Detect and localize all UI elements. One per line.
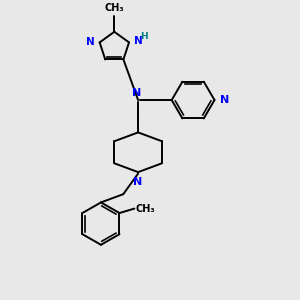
Text: CH₃: CH₃ bbox=[104, 3, 124, 13]
Text: N: N bbox=[134, 36, 143, 46]
Text: CH₃: CH₃ bbox=[136, 204, 155, 214]
Text: N: N bbox=[134, 177, 143, 188]
Text: N: N bbox=[85, 38, 94, 47]
Text: N: N bbox=[132, 88, 142, 98]
Text: H: H bbox=[140, 32, 148, 41]
Text: N: N bbox=[220, 95, 229, 105]
